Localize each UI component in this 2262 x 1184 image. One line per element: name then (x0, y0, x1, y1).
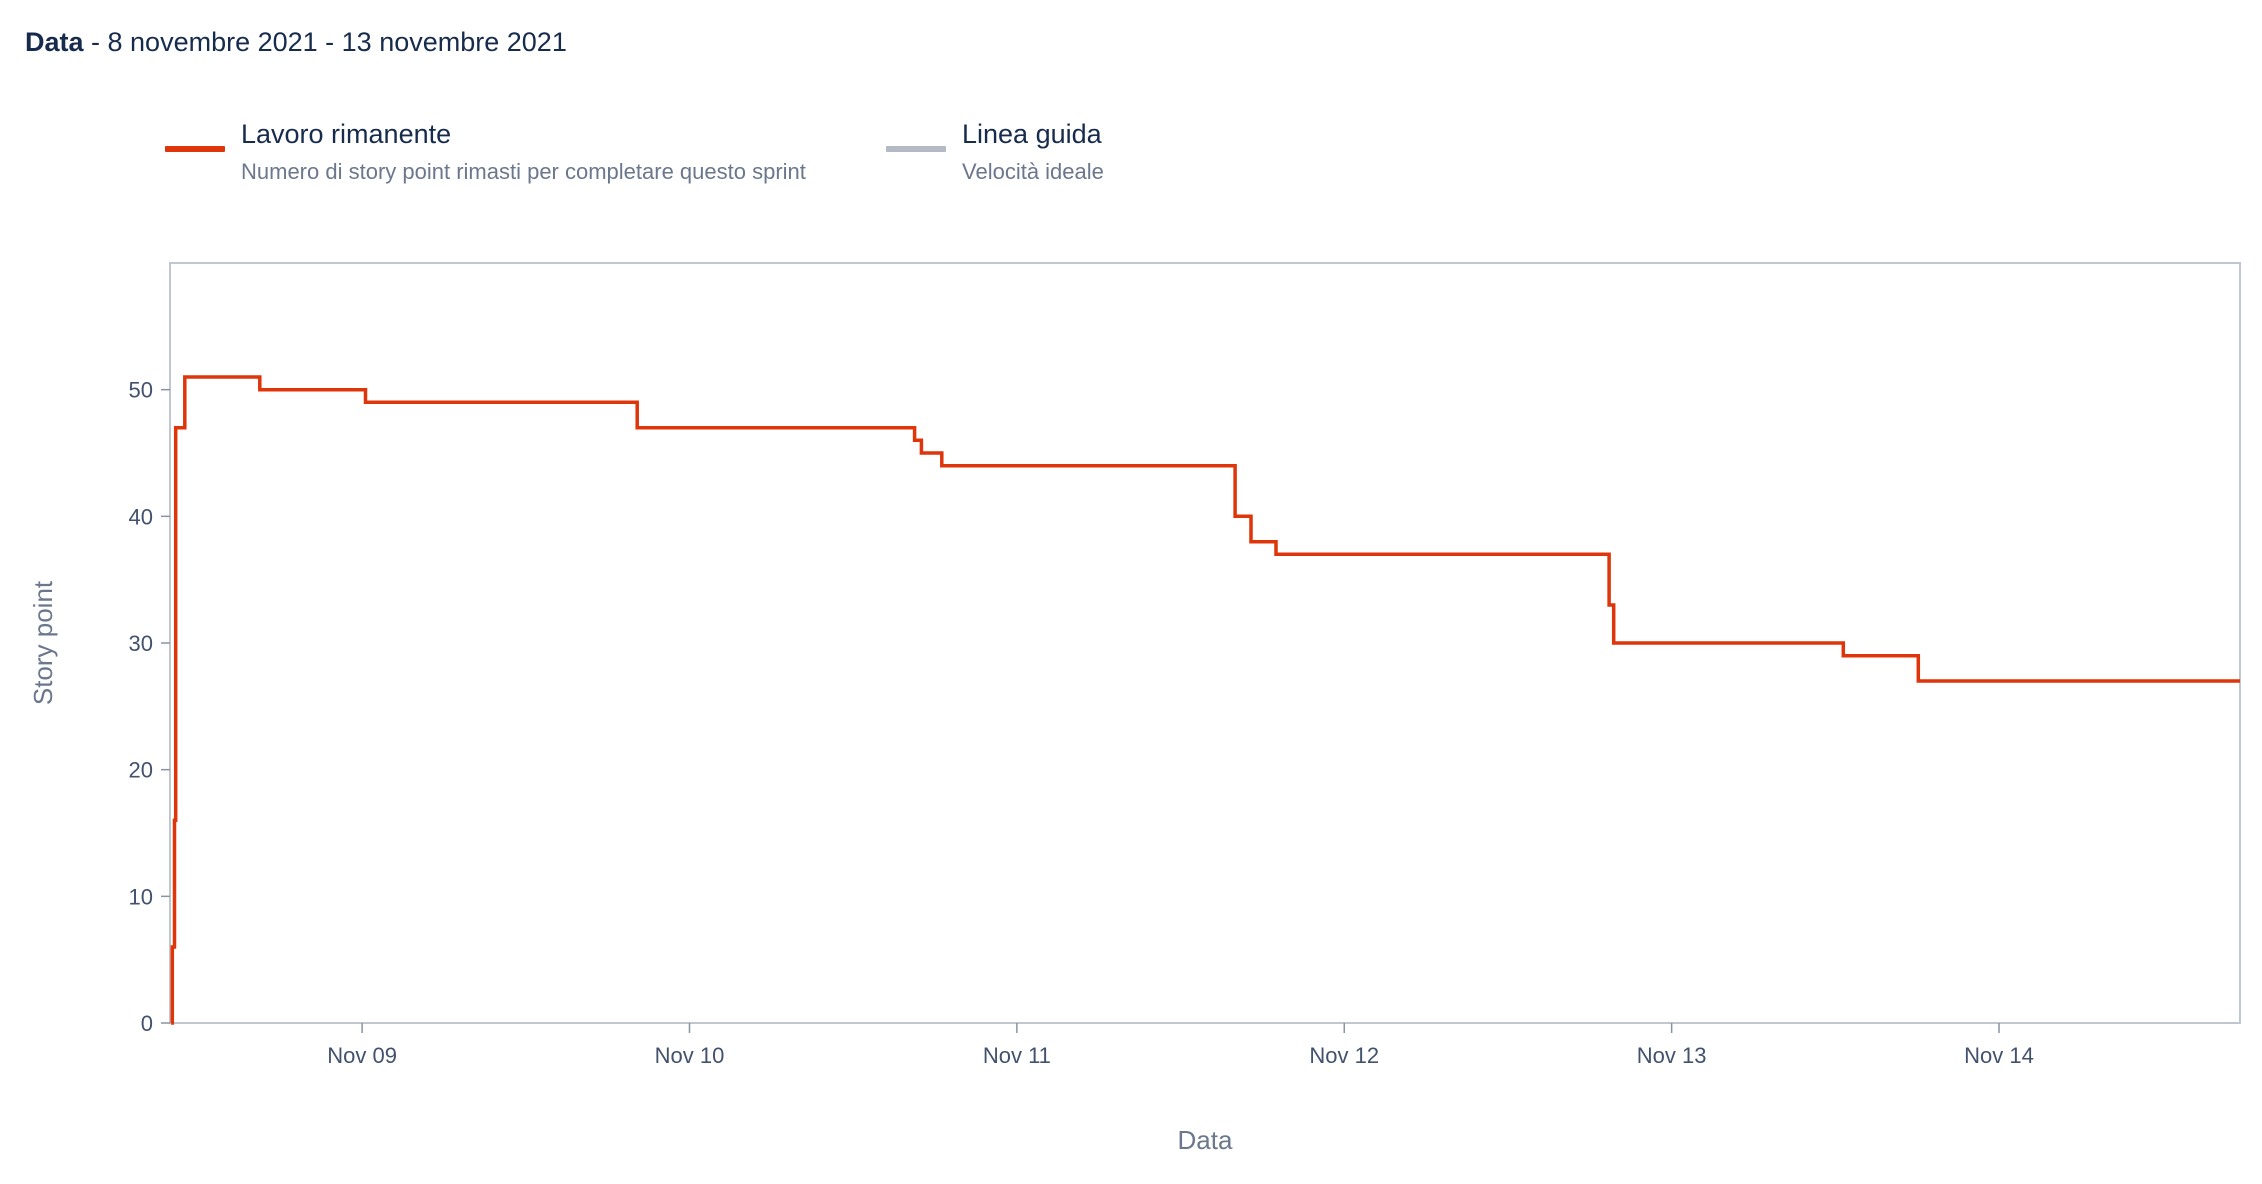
x-tick-label: Nov 09 (327, 1043, 397, 1068)
x-tick-label: Nov 13 (1637, 1043, 1707, 1068)
legend-swatch-guideline (886, 146, 946, 152)
y-tick-label: 0 (141, 1011, 153, 1036)
y-tick-label: 20 (129, 758, 153, 783)
date-range-label: Data (25, 27, 84, 57)
series-line-0[interactable] (170, 375, 2240, 1025)
date-range-header: Data - 8 novembre 2021 - 13 novembre 202… (25, 24, 567, 60)
x-axis: Nov 09 Nov 10 Nov 11 Nov 12 Nov 13 Nov 14 (327, 1023, 2034, 1068)
y-axis-title: Story point (28, 580, 58, 705)
legend-description-guideline: Velocità ideale (962, 159, 1104, 184)
date-range-value: - 8 novembre 2021 - 13 novembre 2021 (83, 27, 567, 57)
x-tick-label: Nov 12 (1309, 1043, 1379, 1068)
y-tick-label: 50 (129, 378, 153, 403)
y-tick-label: 40 (129, 504, 153, 529)
x-tick-label: Nov 10 (655, 1043, 725, 1068)
legend-title-remaining-work: Lavoro rimanente (241, 119, 452, 149)
plot-area-frame (169, 262, 2241, 1024)
legend-swatch-remaining-work (165, 146, 225, 152)
series-layer (170, 375, 2240, 1025)
legend-description-remaining-work: Numero di story point rimasti per comple… (241, 159, 806, 184)
y-tick-label: 30 (129, 631, 153, 656)
legend-item-guideline[interactable]: Linea guida Velocità ideale (886, 116, 1246, 196)
legend-title-guideline: Linea guida (962, 119, 1102, 149)
x-axis-title: Data (1178, 1125, 1233, 1155)
y-axis: 0 10 20 30 40 50 (129, 378, 170, 1036)
legend-item-remaining-work[interactable]: Lavoro rimanente Numero di story point r… (165, 116, 885, 196)
x-tick-label: Nov 14 (1964, 1043, 2034, 1068)
y-tick-label: 10 (129, 884, 153, 909)
x-tick-label: Nov 11 (983, 1043, 1051, 1068)
